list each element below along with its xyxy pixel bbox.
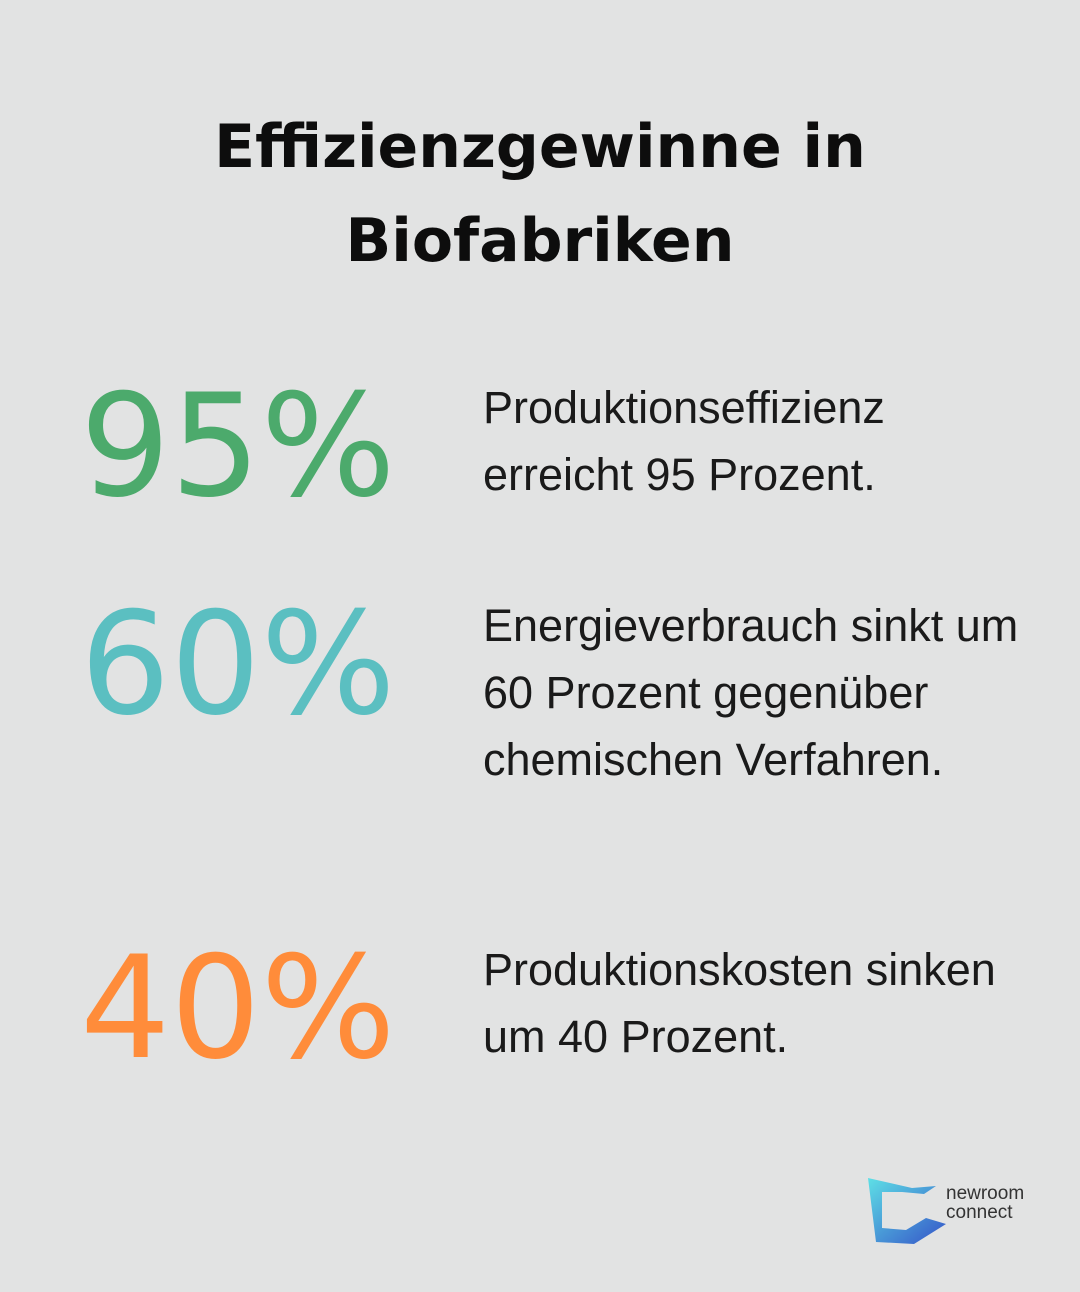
stat-value: 95% [80, 364, 396, 529]
stat-description: Produktionskosten sinken um 40 Prozent. [483, 944, 996, 1062]
logo-text: newroom [946, 1183, 1025, 1204]
stat-value: 40% [80, 926, 396, 1091]
logo-mark [868, 1178, 946, 1244]
title: Effizienzgewinne in Biofabriken [214, 112, 866, 276]
stat-description: Produktionseffizienz erreicht 95 Prozent… [483, 382, 885, 500]
stat-value: 60% [80, 582, 396, 747]
logo-text: connect [946, 1202, 1013, 1223]
stat-description: Energieverbrauch sinkt um 60 Prozent geg… [483, 600, 1019, 785]
